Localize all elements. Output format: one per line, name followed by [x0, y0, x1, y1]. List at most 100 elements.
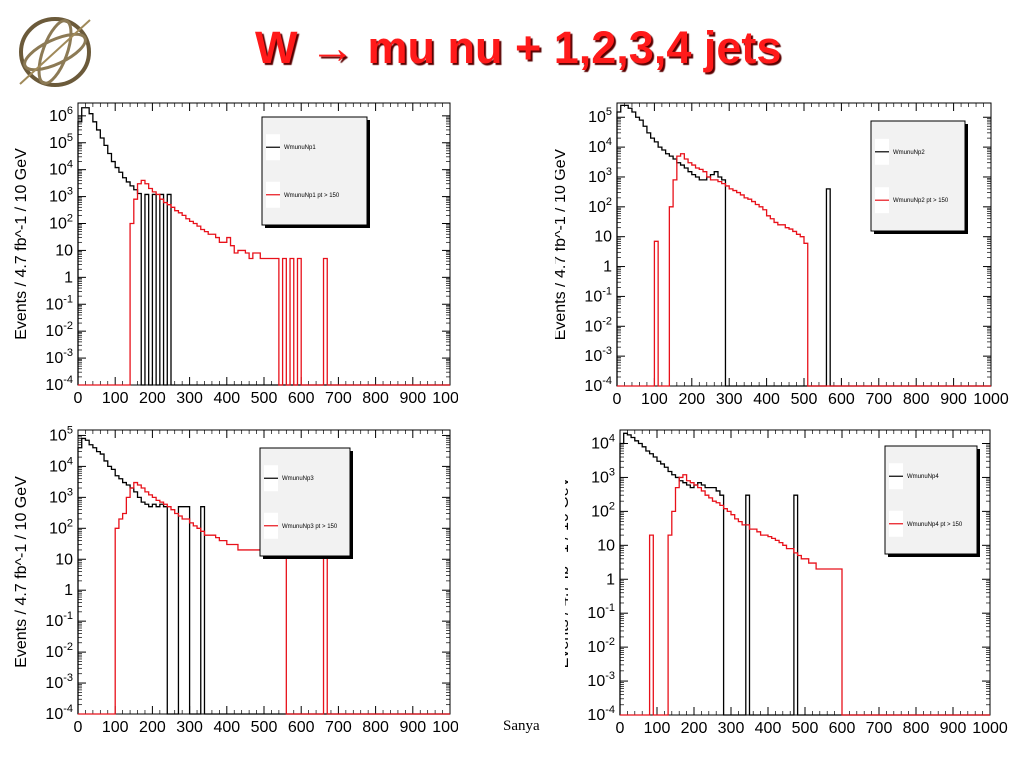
- x-tick-label: 0: [616, 720, 625, 737]
- x-tick-label: 800: [903, 391, 930, 408]
- histogram-panel-1: 106 105 104 103 102 10 1 10-1 10-2 10-3 10-4 0 100 20…: [8, 95, 458, 415]
- y-tick-label: 103: [591, 466, 615, 486]
- x-tick-label: 500: [251, 390, 278, 407]
- y-tick-label: 10-3: [587, 670, 615, 690]
- legend-box: [884, 445, 978, 555]
- x-tick-label: 500: [791, 391, 818, 408]
- x-tick-label: 1000: [972, 720, 1008, 737]
- x-tick-label: 300: [718, 720, 745, 737]
- histogram-series-pt-cut: [78, 179, 450, 386]
- x-tick-label: 400: [755, 720, 782, 737]
- x-tick-label: 600: [828, 391, 855, 408]
- y-tick-label: 10-4: [45, 374, 73, 394]
- y-tick-label: 105: [588, 106, 612, 126]
- y-tick-label: 102: [588, 196, 612, 216]
- x-tick-label: 200: [681, 720, 708, 737]
- x-tick-label: 400: [753, 391, 780, 408]
- y-tick-label: 10-2: [45, 320, 73, 340]
- histogram-panel-2: 105 104 103 102 10 1 10-1 10-2 10-3 10-4 0 100 200 30…: [555, 95, 1015, 415]
- y-tick-label: 103: [588, 166, 612, 186]
- x-tick-label: 900: [940, 391, 967, 408]
- legend-entry-label: WmunuNp3 pt > 150: [282, 524, 338, 530]
- y-tick-label: 10: [55, 551, 73, 568]
- x-tick-label: 1000: [973, 391, 1009, 408]
- x-tick-label: 1000: [432, 390, 458, 407]
- y-tick-label: 1: [606, 571, 615, 588]
- y-tick-label: 102: [49, 213, 73, 233]
- x-tick-label: 700: [325, 390, 352, 407]
- x-tick-label: 700: [325, 719, 352, 736]
- legend-entry-label: WmunuNp1: [284, 145, 316, 151]
- y-tick-label: 10-4: [587, 704, 615, 724]
- x-tick-label: 1000: [432, 719, 458, 736]
- x-tick-label: 100: [644, 720, 671, 737]
- histogram-series-all: [616, 104, 991, 387]
- y-tick-label: 10: [55, 242, 73, 259]
- histogram-series-pt-cut: [620, 474, 990, 716]
- y-tick-label: 104: [591, 433, 615, 453]
- histogram-panel-3: 105 104 103 102 10 1 10-1 10-2 10-3 10-4 0 100 200 30…: [8, 420, 458, 742]
- x-tick-label: 700: [865, 391, 892, 408]
- y-tick-label: 10: [597, 537, 615, 554]
- x-tick-label: 0: [613, 391, 622, 408]
- legend-entry-label: WmunuNp4 pt > 150: [907, 522, 963, 528]
- y-axis-label: Events / 4.7 fb^-1 / 10 GeV: [13, 148, 30, 340]
- y-tick-label: 10-3: [45, 347, 73, 367]
- histogram-series-all: [77, 107, 450, 386]
- x-tick-label: 100: [641, 391, 668, 408]
- gyroscope-logo-icon-svg: [19, 17, 91, 87]
- x-tick-label: 300: [176, 719, 203, 736]
- legend-entry-label: WmunuNp3: [282, 476, 314, 482]
- y-tick-label: 105: [49, 424, 73, 444]
- x-tick-label: 600: [288, 719, 315, 736]
- y-tick-label: 10-4: [45, 703, 73, 723]
- y-tick-label: 103: [49, 186, 73, 206]
- x-tick-label: 0: [74, 719, 83, 736]
- y-tick-label: 103: [49, 486, 73, 506]
- x-tick-label: 200: [139, 719, 166, 736]
- y-tick-label: 105: [49, 132, 73, 152]
- page-title: W → mu nu + 1,2,3,4 jets: [255, 22, 782, 73]
- x-tick-label: 200: [139, 390, 166, 407]
- histogram-series-all: [619, 432, 990, 716]
- x-tick-label: 300: [176, 390, 203, 407]
- y-tick-label: 10-1: [584, 285, 612, 305]
- y-tick-label: 10-1: [45, 610, 73, 630]
- x-tick-label: 900: [399, 390, 426, 407]
- y-tick-label: 1: [64, 582, 73, 599]
- x-tick-label: 400: [213, 719, 240, 736]
- y-axis-label: Events / 4.7 fb^-1 / 10 GeV: [555, 148, 569, 340]
- y-tick-label: 102: [49, 517, 73, 537]
- x-tick-label: 400: [213, 390, 240, 407]
- histogram-series-all: [77, 437, 450, 715]
- y-axis-label: Events / 4.7 fb^-1 / 10 GeV: [13, 476, 30, 668]
- x-tick-label: 100: [102, 390, 129, 407]
- x-tick-label: 900: [399, 719, 426, 736]
- y-tick-label: 1: [64, 269, 73, 286]
- x-tick-label: 800: [903, 720, 930, 737]
- y-tick-label: 104: [49, 159, 73, 179]
- x-tick-label: 900: [940, 720, 967, 737]
- legend-entry-label: WmunuNp1 pt > 150: [284, 193, 340, 199]
- y-tick-label: 10-4: [584, 375, 612, 395]
- x-tick-label: 300: [716, 391, 743, 408]
- y-tick-label: 10-2: [587, 636, 615, 656]
- legend-box: [259, 447, 351, 557]
- x-tick-label: 100: [102, 719, 129, 736]
- y-tick-label: 10-2: [584, 315, 612, 335]
- legend-box: [870, 120, 966, 232]
- x-tick-label: 0: [74, 390, 83, 407]
- x-tick-label: 500: [792, 720, 819, 737]
- y-tick-label: 10-1: [45, 293, 73, 313]
- y-tick-label: 106: [49, 105, 73, 125]
- legend-entry-label: WmunuNp2 pt > 150: [893, 198, 949, 204]
- y-tick-label: 102: [591, 500, 615, 520]
- x-tick-label: 500: [251, 719, 278, 736]
- y-tick-label: 10-1: [587, 602, 615, 622]
- x-tick-label: 600: [829, 720, 856, 737]
- x-tick-label: 600: [288, 390, 315, 407]
- y-axis-label: Events / 4.7 fb^-1 / 10 GeV: [565, 476, 572, 668]
